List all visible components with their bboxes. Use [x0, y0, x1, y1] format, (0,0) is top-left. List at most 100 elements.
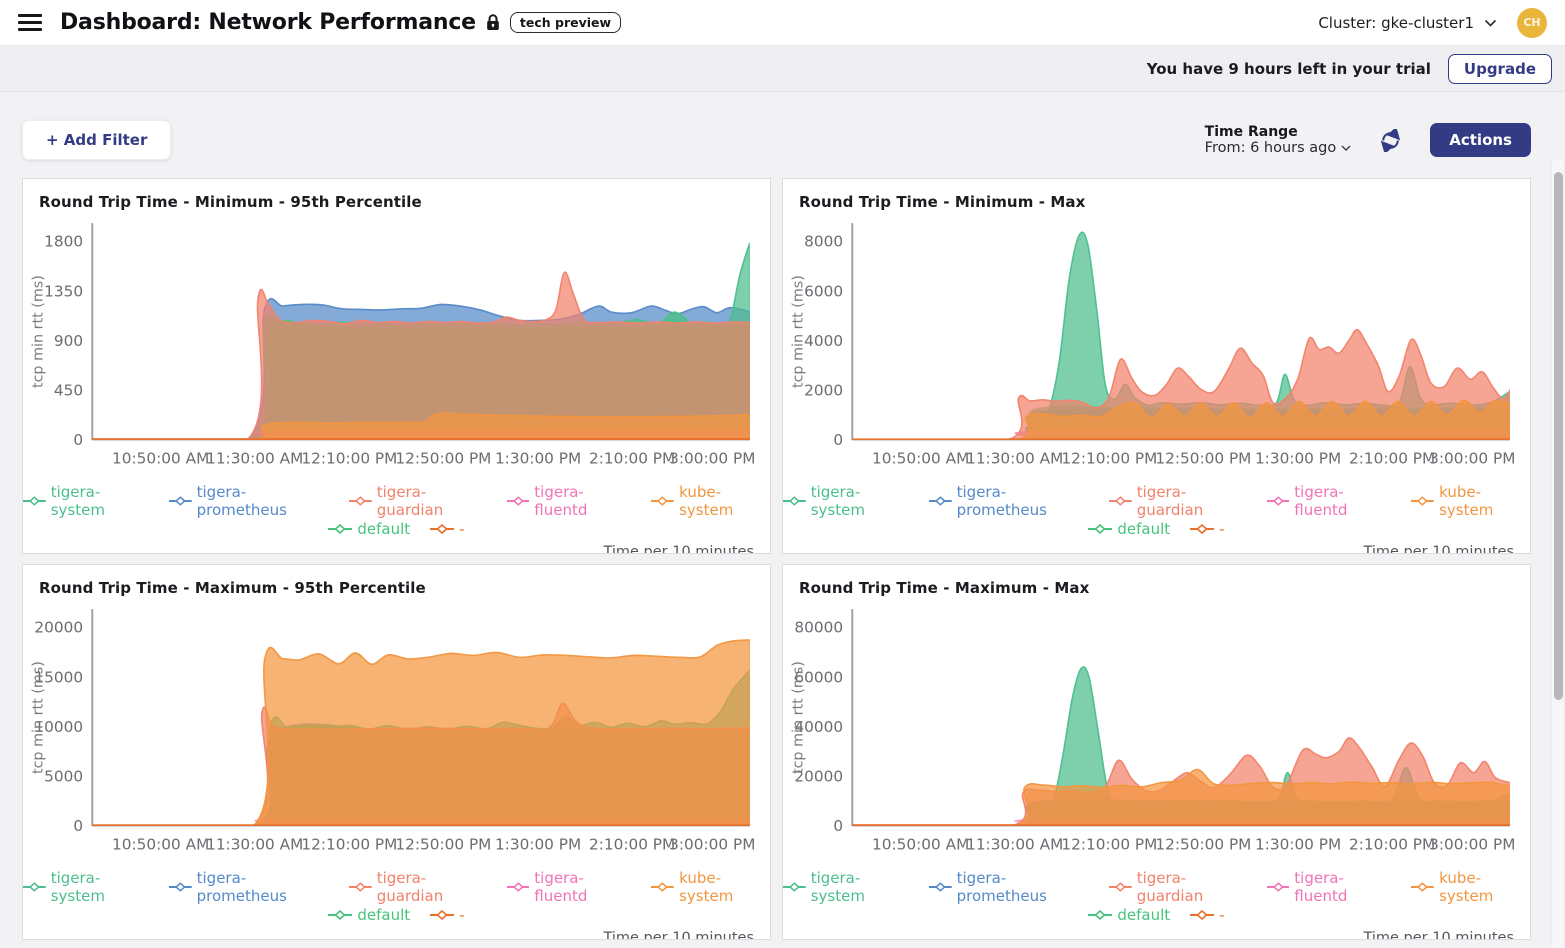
legend-item[interactable]: tigera-guardian — [349, 869, 487, 905]
legend-marker-icon — [1266, 882, 1290, 892]
legend-item[interactable]: kube-system — [651, 869, 770, 905]
legend-label: kube-system — [679, 869, 734, 905]
cluster-selector[interactable]: Cluster: gke-cluster1 — [1318, 14, 1497, 32]
legend-label: default — [357, 520, 411, 538]
svg-text:12:50:00 PM: 12:50:00 PM — [1155, 836, 1251, 854]
legend-item[interactable]: tigera-prometheus — [928, 869, 1089, 905]
svg-text:20000: 20000 — [794, 768, 843, 786]
chart-canvas[interactable]: 0 20000 40000 60000 80000 10:50:00 AM 11:30:00… — [789, 601, 1520, 869]
scrollbar-thumb[interactable] — [1553, 172, 1563, 700]
legend-label: tigera-system — [50, 483, 105, 519]
svg-text:8000: 8000 — [804, 233, 843, 251]
legend-item[interactable]: tigera-guardian — [1109, 869, 1247, 905]
legend-item[interactable]: tigera-prometheus — [168, 483, 329, 519]
legend-marker-icon — [1088, 910, 1113, 920]
main-content: + Add Filter Time Range From: 6 hours ag… — [0, 120, 1565, 940]
svg-text:tcp min rtt (ms): tcp min rtt (ms) — [790, 661, 806, 774]
svg-text:10:50:00 AM: 10:50:00 AM — [112, 836, 209, 854]
legend-item[interactable]: kube-system — [1411, 483, 1530, 519]
legend-item[interactable]: default — [1088, 520, 1170, 538]
add-filter-button[interactable]: + Add Filter — [22, 120, 172, 160]
toolbar: + Add Filter Time Range From: 6 hours ag… — [22, 120, 1531, 160]
time-range-value[interactable]: From: 6 hours ago — [1205, 140, 1352, 156]
actions-button[interactable]: Actions — [1430, 123, 1531, 157]
legend-label: tigera-fluentd — [1294, 869, 1348, 905]
chart-canvas[interactable]: 0 5000 10000 15000 20000 10:50:00 AM 11:30:00 … — [29, 601, 760, 869]
menu-icon[interactable] — [18, 14, 42, 31]
legend-item[interactable]: kube-system — [651, 483, 770, 519]
legend-item[interactable]: tigera-guardian — [349, 483, 487, 519]
chart-canvas[interactable]: 0 2000 4000 6000 8000 10:50:00 AM 11:30:00 AM 1… — [789, 215, 1520, 483]
time-range-title: Time Range — [1204, 124, 1298, 140]
legend-item[interactable]: default — [328, 906, 410, 924]
chart-legend: tigera-system tigera-prometheus tigera-gua… — [783, 869, 1530, 924]
svg-text:11:30:00 AM: 11:30:00 AM — [206, 836, 303, 854]
legend-row: default - — [1088, 906, 1225, 924]
svg-text:20000: 20000 — [34, 619, 83, 637]
legend-item[interactable]: kube-system — [1411, 869, 1530, 905]
chevron-down-icon — [1341, 145, 1351, 151]
legend-label: tigera-guardian — [376, 869, 444, 905]
legend-row: tigera-system tigera-prometheus tigera-gua… — [783, 869, 1530, 905]
svg-text:80000: 80000 — [794, 619, 843, 637]
svg-text:tcp min rtt (ms): tcp min rtt (ms) — [790, 275, 806, 388]
legend-marker-icon — [651, 496, 675, 506]
trial-banner: You have 9 hours left in your trial Upgr… — [0, 46, 1565, 92]
legend-marker-icon — [651, 882, 675, 892]
legend-item[interactable]: - — [1190, 520, 1225, 538]
svg-text:12:50:00 PM: 12:50:00 PM — [1155, 450, 1251, 468]
time-range-value-label: From: 6 hours ago — [1204, 140, 1337, 156]
legend-item[interactable]: tigera-system — [23, 869, 149, 905]
legend-label: default — [357, 906, 411, 924]
time-range-control[interactable]: Time Range From: 6 hours ago — [1205, 124, 1352, 156]
legend-label: default — [1117, 906, 1171, 924]
chart-legend: tigera-system tigera-prometheus tigera-gua… — [23, 483, 770, 538]
refresh-button[interactable] — [1379, 128, 1402, 152]
svg-text:2:10:00 PM: 2:10:00 PM — [589, 450, 675, 468]
legend-marker-icon — [168, 882, 192, 892]
legend-item[interactable]: tigera-fluentd — [1266, 869, 1392, 905]
chart-title: Round Trip Time - Minimum - 95th Percent… — [39, 193, 422, 211]
svg-text:1:30:00 PM: 1:30:00 PM — [1255, 450, 1341, 468]
legend-marker-icon — [349, 882, 372, 892]
legend-marker-icon — [1411, 882, 1435, 892]
legend-row: default - — [1088, 520, 1225, 538]
legend-row: tigera-system tigera-prometheus tigera-gua… — [783, 483, 1530, 519]
legend-label: tigera-fluentd — [534, 483, 588, 519]
legend-item[interactable]: default — [1088, 906, 1170, 924]
legend-item[interactable]: - — [430, 520, 465, 538]
legend-marker-icon — [1190, 910, 1215, 920]
legend-item[interactable]: tigera-fluentd — [1266, 483, 1392, 519]
legend-label: - — [459, 520, 465, 538]
scrollbar-track[interactable] — [1551, 160, 1563, 948]
legend-label: tigera-fluentd — [534, 869, 588, 905]
legend-item[interactable]: tigera-system — [23, 483, 149, 519]
svg-text:900: 900 — [54, 332, 83, 350]
chart-canvas[interactable]: 0 450 900 1350 1800 10:50:00 AM 11:30:00 AM 12:… — [29, 215, 760, 483]
svg-text:10:50:00 AM: 10:50:00 AM — [872, 450, 969, 468]
legend-item[interactable]: tigera-system — [783, 483, 909, 519]
legend-item[interactable]: tigera-system — [783, 869, 909, 905]
legend-item[interactable]: - — [1190, 906, 1225, 924]
chart-footer: Time per 10 minutes — [1363, 930, 1514, 940]
svg-text:2:10:00 PM: 2:10:00 PM — [1349, 836, 1435, 854]
svg-text:12:50:00 PM: 12:50:00 PM — [395, 836, 491, 854]
legend-marker-icon — [1109, 496, 1132, 506]
legend-item[interactable]: tigera-prometheus — [928, 483, 1089, 519]
chart-panel-rtt-min-95th: Round Trip Time - Minimum - 95th Percent… — [22, 178, 771, 554]
legend-item[interactable]: tigera-prometheus — [168, 869, 329, 905]
legend-marker-icon — [783, 496, 806, 506]
svg-text:1:30:00 PM: 1:30:00 PM — [495, 450, 581, 468]
legend-label: tigera-guardian — [1136, 483, 1204, 519]
avatar[interactable]: CH — [1517, 7, 1547, 38]
legend-item[interactable]: default — [328, 520, 410, 538]
chart-footer: Time per 10 minutes — [603, 544, 754, 554]
chart-legend: tigera-system tigera-prometheus tigera-gua… — [783, 483, 1530, 538]
legend-item[interactable]: tigera-guardian — [1109, 483, 1247, 519]
legend-item[interactable]: tigera-fluentd — [506, 869, 632, 905]
legend-item[interactable]: - — [430, 906, 465, 924]
legend-item[interactable]: tigera-fluentd — [506, 483, 632, 519]
legend-label: tigera-system — [50, 869, 105, 905]
upgrade-button[interactable]: Upgrade — [1447, 53, 1552, 84]
chart-legend: tigera-system tigera-prometheus tigera-gua… — [23, 869, 770, 924]
